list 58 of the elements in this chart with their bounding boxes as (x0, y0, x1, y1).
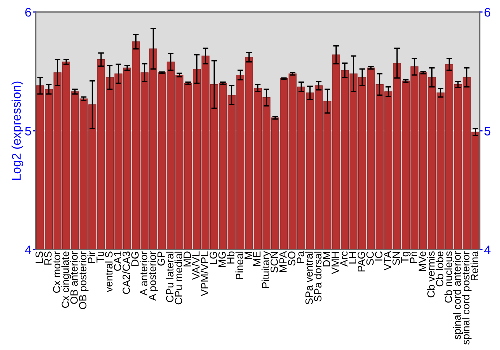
x-tick-label: SN (392, 252, 400, 266)
x-tick-label: A posterior (148, 251, 158, 302)
x-tick-label: CA2/CA3 (122, 252, 130, 294)
x-tick-label: Arc (340, 252, 348, 267)
x-tick-label: GP (158, 252, 166, 266)
x-tick-label: CPu medial (174, 252, 182, 305)
x-tick-label: A anterior (140, 251, 148, 296)
x-tick-label: Cb nucleus (444, 252, 452, 303)
x-tick-label: Retina (470, 251, 478, 281)
x-tick-label: Cb vermis (427, 252, 435, 298)
x-tick-label: Pa (297, 251, 304, 264)
x-tick-label: SPa dorsal (314, 252, 322, 302)
x-tick-label: spinal cord anterior (453, 251, 464, 340)
x-tick-label: IC (375, 252, 383, 261)
x-tick-label: ventral S (105, 252, 113, 292)
x-tick-label: Pir (88, 251, 96, 264)
x-tick-label: MD (184, 252, 192, 267)
x-tick-label: LG (210, 252, 218, 264)
x-tick-label: spinal cord posterior (462, 251, 472, 345)
x-tick-label: MG (218, 252, 226, 268)
x-tick-label: SC (366, 252, 374, 266)
x-tick-label: M (244, 252, 252, 260)
x-tick-label: SO (288, 252, 296, 266)
x-tick-label: VMH (332, 252, 340, 274)
y2-tick-label: 4 (484, 246, 491, 254)
x-tick-label: Tg (402, 252, 411, 264)
x-tick-label: SPa ventral (305, 252, 314, 305)
x-tick-label: Hb (227, 252, 235, 264)
x-tick-label: VTA (384, 251, 392, 271)
y2-tick-label: 6 (484, 8, 491, 17)
y2-tick-label: 5 (484, 127, 491, 136)
y-axis-title: Log2 (expression) (12, 82, 24, 180)
x-tick-label: CA1 (114, 252, 122, 272)
x-tick-label: SCN (270, 252, 278, 273)
x-tick-label: Cx motor (53, 251, 61, 294)
y-tick-label: 6 (26, 8, 32, 17)
x-tick-label: VPM/VPL (200, 252, 209, 296)
x-tick-label: OB posterior (79, 251, 89, 310)
x-tick-label: CPu lateral (166, 252, 174, 302)
x-tick-label: MVe (418, 252, 426, 272)
x-tick-label: LH (349, 252, 356, 264)
x-tick-label: Cx cingulate (62, 252, 72, 308)
x-tick-label: OB anterior (70, 251, 78, 304)
x-tick-label: ME (254, 252, 261, 266)
x-tick-label: Pineal (236, 252, 244, 280)
x-tick-label: Tu (96, 252, 104, 263)
y-tick-label: 4 (25, 246, 32, 254)
x-tick-label: LS (36, 252, 44, 264)
x-tick-label: DM (323, 252, 330, 267)
y-tick-label: 5 (25, 127, 32, 136)
x-tick-label: Pituitary (262, 251, 272, 288)
x-tick-label: DG (132, 252, 139, 266)
x-tick-label: Pn (410, 252, 418, 264)
x-tick-label: Cb lobe (436, 252, 444, 287)
x-tick-label: VA/VL (192, 252, 200, 280)
x-tick-label: PAG (358, 252, 366, 272)
x-tick-label: MPA (280, 251, 287, 272)
x-tick-label: RS (44, 252, 52, 265)
